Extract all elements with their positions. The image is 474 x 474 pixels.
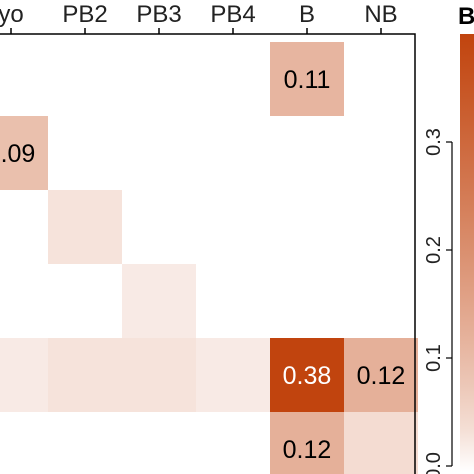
legend-title: B xyxy=(458,3,474,30)
heatmap-cell-value: 0.38 xyxy=(283,362,332,390)
column-axis: yo PB2 PB3 PB4 B NB xyxy=(0,1,398,34)
heatmap-cell xyxy=(270,42,344,116)
legend-tick-label: 0.1 xyxy=(423,344,445,372)
column-label: PB3 xyxy=(136,1,181,28)
heatmap-cell xyxy=(0,338,48,412)
heatmap-cell xyxy=(344,412,418,474)
plot-border xyxy=(0,33,416,474)
legend-tick-label: 0.3 xyxy=(423,128,445,156)
heatmap-cells xyxy=(0,42,418,474)
legend-tick-label: 0.2 xyxy=(423,236,445,264)
heatmap-cell xyxy=(122,264,196,338)
heatmap-cell-value: 0.12 xyxy=(357,362,406,390)
heatmap-cell xyxy=(122,338,196,412)
heatmap-cell-labels: 0.11 0.09 0.38 0.12 0.12 xyxy=(0,66,405,464)
heatmap-cell-value: 0.11 xyxy=(284,66,331,94)
heatmap-cell xyxy=(344,338,418,412)
column-label: PB4 xyxy=(210,1,255,28)
color-legend: B 0.0 0.1 0.2 0.3 xyxy=(423,3,474,474)
column-label: yo xyxy=(0,1,24,28)
heatmap-cell xyxy=(270,412,344,474)
column-label: B xyxy=(299,1,315,28)
legend-color-bar xyxy=(460,34,474,472)
column-label: NB xyxy=(364,1,397,28)
heatmap-cell xyxy=(270,338,344,412)
heatmap-cell xyxy=(196,338,270,412)
legend-tick-label: 0.0 xyxy=(423,452,445,474)
heatmap-cell-value: 0.12 xyxy=(283,436,332,464)
heatmap-cell xyxy=(0,116,48,190)
heatmap-cell xyxy=(48,190,122,264)
heatmap-cell-value: 0.09 xyxy=(0,140,35,168)
heatmap-cell xyxy=(48,338,122,412)
column-label: PB2 xyxy=(62,1,107,28)
